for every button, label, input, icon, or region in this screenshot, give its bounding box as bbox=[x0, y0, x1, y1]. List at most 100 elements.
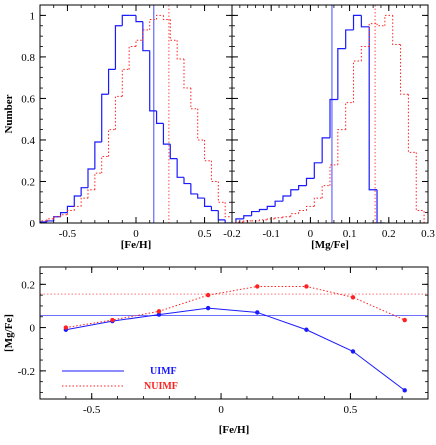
p1-x-tick-label: -0.5 bbox=[59, 228, 77, 240]
p2-uimf-bin bbox=[376, 189, 385, 223]
p1-y-tick-label: 0 bbox=[30, 218, 36, 230]
mgfe-vs-feh-ticks: -0.5 0 0.5 -0.2 0 0.2 bbox=[18, 267, 429, 416]
p2-uimf-bin bbox=[243, 215, 252, 219]
p1-uimf-bin bbox=[183, 177, 191, 185]
feh-histogram-ylabel: Number bbox=[3, 94, 15, 133]
p3-nuimf-point bbox=[156, 309, 162, 314]
p1-uimf-bin bbox=[217, 210, 226, 221]
feh-histogram-marks bbox=[40, 5, 232, 223]
p2-nuimf-bin bbox=[321, 185, 330, 199]
p3-nuimf-point bbox=[63, 325, 69, 330]
p2-nuimf-bin bbox=[376, 23, 385, 27]
p1-uimf-bin bbox=[162, 123, 171, 145]
p1-uimf-bin bbox=[80, 187, 88, 197]
p1-nuimf-bin bbox=[162, 15, 171, 21]
p2-nuimf-bin bbox=[415, 152, 425, 223]
p2-x-tick-label: 0.1 bbox=[343, 228, 357, 240]
p1-nuimf-bin bbox=[142, 29, 150, 41]
p3-uimf-point bbox=[156, 312, 162, 317]
p2-x-tick-label: -0.1 bbox=[262, 228, 279, 240]
p2-nuimf-bin bbox=[329, 164, 338, 186]
p1-y-tick-label: 0.8 bbox=[21, 52, 35, 64]
p1-nuimf-bin bbox=[135, 39, 143, 47]
p2-nuimf-bin bbox=[258, 219, 268, 221]
p1-nuimf-bin bbox=[94, 172, 102, 190]
p2-uimf-bin bbox=[368, 26, 378, 191]
p2-nuimf-bin bbox=[282, 216, 291, 218]
p1-y-tick-label: 1 bbox=[30, 10, 36, 22]
p3-nuimf-point bbox=[304, 284, 309, 289]
p1-nuimf-bin bbox=[66, 210, 75, 215]
p1-nuimf-bin bbox=[108, 129, 116, 157]
p1-uimf-bin bbox=[149, 50, 157, 112]
p1-x-tick-label: 0 bbox=[133, 228, 139, 240]
p1-uimf-bin bbox=[73, 195, 82, 207]
mgfe-vs-feh-ylabel: [Mg/Fe] bbox=[3, 314, 15, 352]
legend-uimf-label: UIMF bbox=[150, 366, 177, 377]
p1-plot-area bbox=[40, 5, 232, 223]
p2-nuimf-bin bbox=[274, 217, 283, 219]
p1-uimf-bin bbox=[210, 206, 219, 212]
p1-uimf-bin bbox=[190, 183, 198, 195]
p1-nuimf-bin bbox=[46, 218, 54, 221]
p3-uimf-point bbox=[255, 310, 260, 315]
p1-nuimf-bin bbox=[87, 189, 95, 199]
p2-x-tick-label: -0.2 bbox=[223, 228, 240, 240]
p1-uimf-bin bbox=[197, 193, 205, 199]
p2-x-tick-label: 0.2 bbox=[382, 228, 396, 240]
mgfe-vs-feh-panel: -0.5 0 0.5 -0.2 0 0.2 [Fe/H] [Mg/Fe] UIMF NUI… bbox=[3, 266, 429, 436]
p1-nuimf-bin bbox=[114, 95, 123, 130]
p3-nuimf-point bbox=[255, 284, 260, 289]
mgfe-histogram-ticks: -0.2 -0.1 0 0.1 0.2 0.3 bbox=[223, 4, 435, 240]
p1-nuimf-bin bbox=[190, 88, 198, 110]
p2-uimf-bin bbox=[274, 200, 283, 207]
p2-nuimf-bin bbox=[392, 15, 401, 45]
p1-nuimf-bin bbox=[60, 214, 68, 217]
p2-uimf-bin bbox=[266, 205, 276, 210]
p2-nuimf-bin bbox=[353, 60, 362, 103]
p1-uimf-bin bbox=[176, 158, 184, 178]
mgfe-histogram-panel: -0.2 -0.1 0 0.1 0.2 0.3 [Mg/Fe] bbox=[223, 4, 435, 251]
p2-nuimf-bin bbox=[298, 210, 307, 214]
p1-nuimf-bin bbox=[169, 19, 178, 41]
p2-nuimf-bin bbox=[345, 102, 354, 130]
p2-nuimf-bin bbox=[400, 44, 409, 95]
p1-uimf-bin bbox=[46, 220, 54, 222]
mgfe-histogram-frame bbox=[231, 4, 429, 224]
p1-uimf-bin bbox=[142, 21, 150, 52]
p3-nuimf-point bbox=[402, 317, 407, 323]
p2-nuimf-bin bbox=[290, 213, 299, 217]
p2-nuimf-bin bbox=[360, 46, 370, 62]
p2-uimf-bin bbox=[282, 195, 291, 202]
legend-nuimf-label: NUIMF bbox=[144, 381, 178, 392]
p1-uimf-bin bbox=[203, 198, 212, 207]
p3-y-tick-label: 0 bbox=[30, 323, 36, 335]
p2-x-tick-label: 0 bbox=[308, 228, 314, 240]
p1-uimf-bin bbox=[94, 141, 102, 170]
p2-uimf-bin bbox=[321, 137, 330, 163]
p3-uimf-point bbox=[402, 388, 407, 393]
p1-nuimf-bin bbox=[210, 160, 219, 182]
p2-nuimf-bin bbox=[305, 205, 315, 211]
p1-uimf-bin bbox=[114, 25, 123, 70]
p1-nuimf-bin bbox=[217, 181, 226, 203]
p2-uimf-bin bbox=[313, 162, 323, 179]
mgfe-histogram-marks bbox=[235, 5, 425, 223]
feh-histogram-xlabel: [Fe/H] bbox=[121, 239, 152, 251]
p3-uimf-line bbox=[65, 307, 406, 391]
feh-histogram-frame bbox=[39, 4, 233, 224]
p2-nuimf-bin bbox=[368, 23, 378, 47]
p1-x-tick-label: 0.5 bbox=[198, 228, 212, 240]
legend: UIMF NUIMF bbox=[62, 366, 178, 392]
p1-uimf-bin bbox=[40, 221, 47, 223]
p1-y-tick-label: 0.6 bbox=[21, 93, 35, 105]
p1-nuimf-bin bbox=[121, 68, 130, 97]
p1-uimf-bin bbox=[107, 68, 116, 95]
p3-nuimf-line bbox=[65, 285, 405, 329]
p1-uimf-bin bbox=[66, 205, 75, 213]
p1-y-tick-label: 0.2 bbox=[21, 176, 35, 188]
p3-nuimf-point bbox=[205, 292, 211, 298]
p3-y-tick-label: -0.2 bbox=[18, 366, 35, 378]
p1-nuimf-bin bbox=[176, 40, 184, 60]
p2-uimf-bin bbox=[290, 189, 299, 197]
